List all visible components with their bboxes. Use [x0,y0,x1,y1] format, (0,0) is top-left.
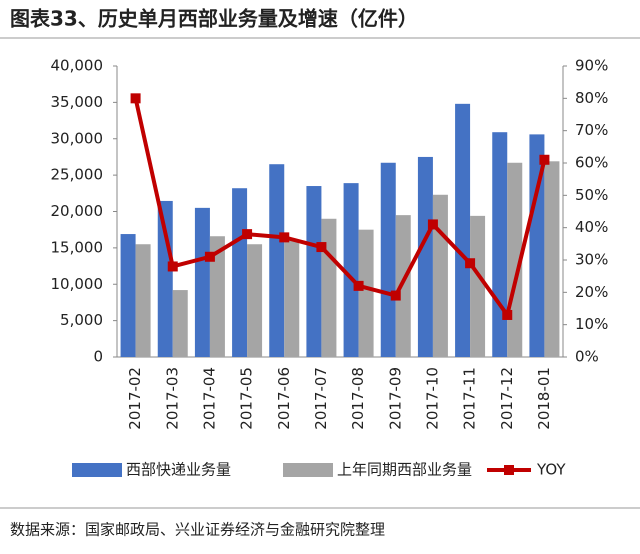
x-tick-label: 2017-02 [126,367,144,430]
bar [544,161,560,357]
y2-tick-label: 80% [575,89,608,107]
bar [269,164,285,357]
y2-tick-label: 20% [575,283,608,301]
y-tick-label: 10,000 [51,275,104,293]
legend-label: YOY [536,461,566,479]
legend-label: 上年同期西部业务量 [337,461,472,479]
bar [135,244,151,357]
line-marker [502,309,513,320]
bar [321,218,337,357]
bar [120,234,136,357]
line-marker [353,280,364,291]
y-tick-label: 30,000 [51,129,104,147]
y2-tick-label: 60% [575,154,608,172]
x-tick-label: 2017-07 [312,367,330,430]
bar [529,134,545,357]
line-marker [316,242,327,253]
bar [455,103,471,357]
bar [492,132,508,357]
line-marker [390,290,401,301]
line-marker [427,219,438,230]
legend-label: 西部快递业务量 [126,461,231,479]
line [133,97,547,320]
legend-swatch [283,463,333,477]
bar [194,207,210,357]
x-tick-label: 2017-09 [386,367,404,430]
bar [507,162,523,357]
y-tick-label: 5,000 [60,311,103,329]
x-tick-label: 2017-05 [238,367,256,430]
source-note: 数据来源：国家邮政局、兴业证券经济与金融研究院整理 [10,521,385,539]
bar [343,183,359,357]
y-tick-label: 20,000 [51,202,104,220]
y2-tick-label: 90% [575,57,608,75]
bar [157,200,173,357]
line-marker [465,258,476,269]
y2-tick-label: 0% [575,348,599,366]
bar [306,186,322,357]
x-tick-label: 2017-11 [461,367,479,430]
x-tick-label: 2017-10 [423,367,441,430]
x-tick-label: 2018-01 [535,367,553,430]
bar [284,239,300,357]
bar [247,244,263,357]
bar [395,215,411,357]
line-marker [242,229,253,240]
line-marker [167,261,178,272]
y2-tick-label: 10% [575,315,608,333]
x-tick-label: 2017-06 [275,367,293,430]
x-tick-label: 2017-08 [349,367,367,430]
chart-title: 图表33、历史单月西部业务量及增速（亿件） [10,7,418,31]
y-tick-label: 15,000 [51,238,104,256]
legend-swatch [72,463,122,477]
y2-tick-label: 50% [575,186,608,204]
line-marker [539,154,550,165]
line-marker [204,251,215,262]
line-marker [279,232,290,243]
bar [432,194,448,357]
y-tick-label: 35,000 [51,93,104,111]
bar [358,229,374,357]
y2-tick-label: 70% [575,121,608,139]
line-marker [130,93,141,104]
bar [172,290,188,357]
legend-swatch-marker [504,465,514,475]
y2-tick-label: 30% [575,251,608,269]
y2-tick-label: 40% [575,218,608,236]
bar [232,188,248,357]
y-tick-label: 0 [93,348,103,366]
x-tick-label: 2017-03 [163,367,181,430]
y-tick-label: 40,000 [51,57,104,75]
bar [417,156,433,357]
bar [470,215,486,357]
x-tick-label: 2017-04 [200,367,218,430]
bar [209,236,225,357]
bar [380,162,396,357]
y-tick-label: 25,000 [51,166,104,184]
x-tick-label: 2017-12 [498,367,516,430]
